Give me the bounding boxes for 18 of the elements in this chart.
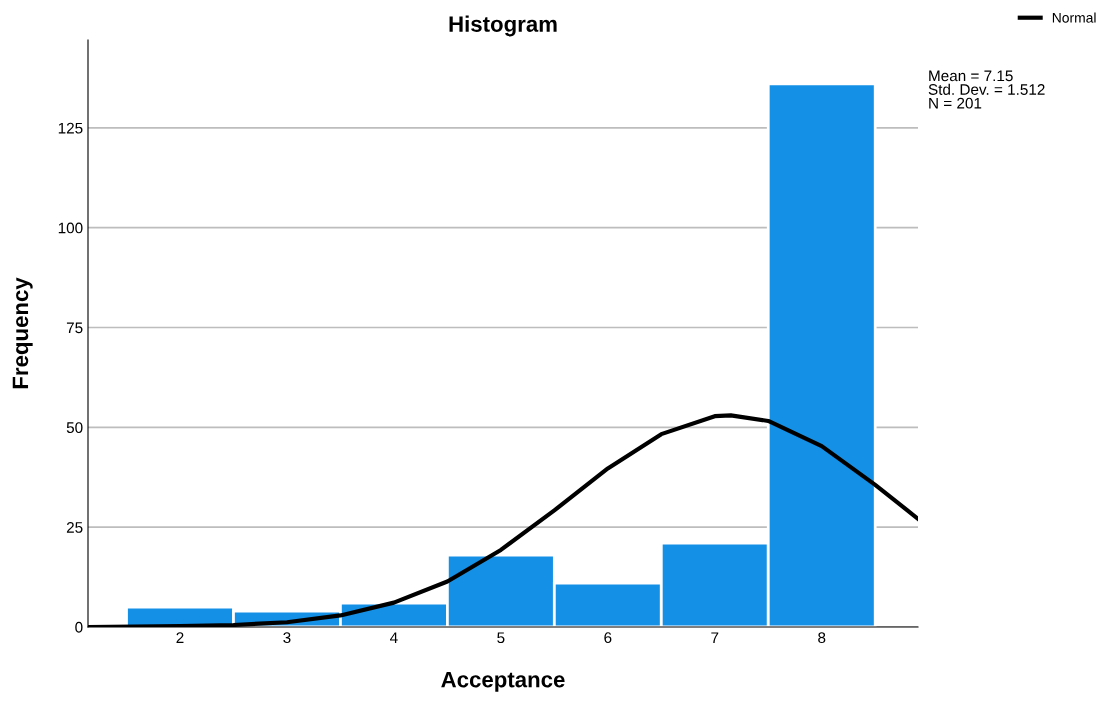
y-tick-label: 100 bbox=[58, 222, 83, 234]
y-tick-label: 50 bbox=[66, 422, 83, 434]
x-tick-label: 2 bbox=[176, 632, 184, 643]
x-tick-label: 8 bbox=[818, 632, 826, 644]
y-tick-label: 125 bbox=[58, 122, 83, 134]
x-tick-label: 4 bbox=[390, 632, 398, 643]
y-tick-label: 0 bbox=[75, 621, 83, 633]
x-tick-label: 7 bbox=[711, 632, 719, 643]
x-tick-label: 3 bbox=[283, 632, 291, 644]
x-axis-title: Acceptance bbox=[441, 671, 565, 692]
x-tick-label: 5 bbox=[497, 632, 505, 644]
text: Mean = 7.15 Std. Dev. = 1.512 N = 201 bbox=[928, 70, 1045, 109]
legend-label: Normal bbox=[1052, 12, 1096, 23]
y-tick-label: 75 bbox=[66, 322, 83, 334]
chart-title: Histogram bbox=[449, 15, 557, 37]
x-tick-label: 6 bbox=[604, 632, 612, 644]
y-tick-label: 25 bbox=[66, 522, 83, 533]
y-axis-title: Frequency bbox=[12, 277, 33, 389]
